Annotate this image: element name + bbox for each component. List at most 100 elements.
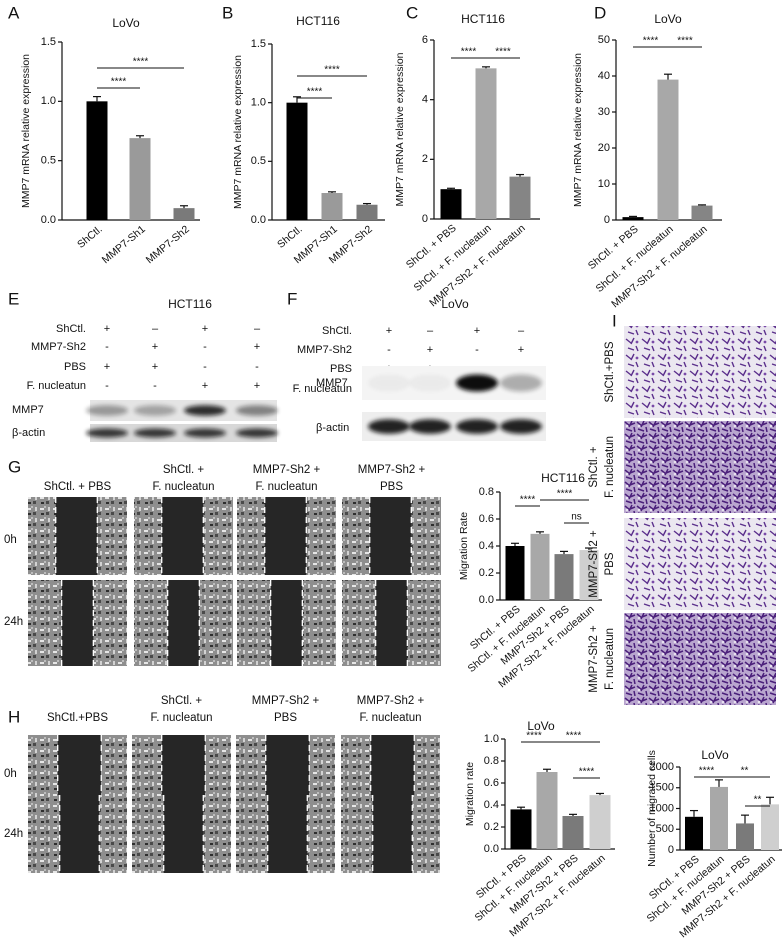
panel-letter: F [287,289,297,308]
blot-band [500,374,542,392]
wound-gap [167,580,200,666]
band-label: β-actin [12,427,45,439]
blot-band [134,405,176,416]
y-axis-label: Number of migrated cells [646,750,658,867]
significance-label: **** [133,57,149,68]
y-tick-label: 2000 [650,761,674,773]
band-label: MMP7 [12,404,44,416]
significance-label: **** [520,495,536,506]
time-label: 0h [4,534,17,546]
condition-label: MMP7-Sh2 + [588,625,600,693]
wound-gap [161,497,204,575]
y-tick-label: 0.8 [479,486,494,498]
bar [286,102,308,220]
y-tick-label: 1.0 [484,733,499,745]
significance-label: **** [324,65,340,76]
blot-band [184,405,226,416]
transwell-image [624,421,776,513]
chart-title: HCT116 [296,14,340,28]
y-axis-label: MMP7 mRNA relative expression [572,53,584,207]
blot-strip [90,400,277,421]
y-axis-label: MMP7 mRNA relative expression [20,54,32,208]
condition-label: ShCtl. + PBS [44,481,112,493]
condition-label: F. nucleatun [152,481,214,493]
condition-sign: + [254,380,260,392]
transwell-image [624,326,776,418]
y-tick-label: 0.0 [479,594,494,606]
y-tick-label: 0.2 [484,821,499,833]
condition-label: MMP7-Sh2 + [588,530,600,598]
bar [505,546,525,600]
bar [440,189,462,219]
condition-label: ShCtl. + [588,446,600,488]
bar [579,550,599,600]
bar [736,823,754,850]
bar [86,101,108,220]
x-tick-label: MMP7-Sh1 [100,223,148,266]
wound-gap [163,795,204,873]
blot-band [456,419,498,434]
significance-label: ns [571,512,582,523]
panel-letter: C [406,3,418,22]
condition-sign: - [105,380,109,392]
y-tick-label: 0.2 [479,567,494,579]
panel-letter: A [8,3,20,22]
y-tick-label: 1500 [650,782,674,794]
significance-label: **** [699,766,715,777]
y-tick-label: 50 [598,34,610,46]
blot-band [368,419,410,434]
y-tick-label: 1.0 [41,95,56,107]
bar [173,208,195,220]
time-label: 24h [4,828,23,840]
x-tick-label: ShCtl. [75,223,105,251]
condition-label: ShCtl. [56,323,86,335]
blot-band [236,428,278,438]
panel-letter: H [8,707,20,726]
condition-sign: - [203,361,207,373]
wound-gap [270,580,303,666]
condition-label: ShCtl. + [161,695,203,707]
condition-sign: + [104,323,110,335]
significance-label: **** [677,36,693,47]
y-tick-label: 30 [598,106,610,118]
condition-sign: + [202,323,208,335]
panel-letter: E [8,289,19,308]
wound-gap [55,497,98,575]
wound-gap [372,795,413,873]
condition-label: MMP7-Sh2 + [358,464,426,476]
wound-gap [59,795,100,873]
panel-letter: I [612,311,617,330]
blot-band [456,374,498,392]
y-tick-label: 40 [598,70,610,82]
wound-gap [264,497,307,575]
y-tick-label: 0.0 [41,214,56,226]
condition-sign: + [152,361,158,373]
condition-label: F. nucleatun [604,436,616,498]
x-tick-label: MMP7-Sh2 [144,223,192,266]
bar [710,786,728,850]
chart-title: LoVo [527,719,555,733]
y-tick-label: 1.5 [251,38,266,50]
x-tick-label: ShCtl. [275,223,305,251]
bar [589,795,611,849]
blot-band [368,374,410,392]
y-tick-label: 0.0 [251,214,266,226]
y-tick-label: 20 [598,142,610,154]
condition-label: F. nucleatun [359,712,421,724]
condition-label: F. nucleatun [150,712,212,724]
y-tick-label: 0.4 [484,799,499,811]
significance-label: **** [307,87,323,98]
y-tick-label: 0 [422,213,428,225]
bar [475,68,497,219]
bar [691,205,713,220]
wound-gap [369,497,412,575]
y-tick-label: 2 [422,153,428,165]
y-tick-label: 6 [422,34,428,46]
condition-sign: - [255,361,259,373]
condition-sign: – [254,323,261,335]
blot-band [409,419,451,434]
y-tick-label: 0.6 [479,513,494,525]
bar [129,138,151,220]
y-tick-label: 1.5 [41,36,56,48]
